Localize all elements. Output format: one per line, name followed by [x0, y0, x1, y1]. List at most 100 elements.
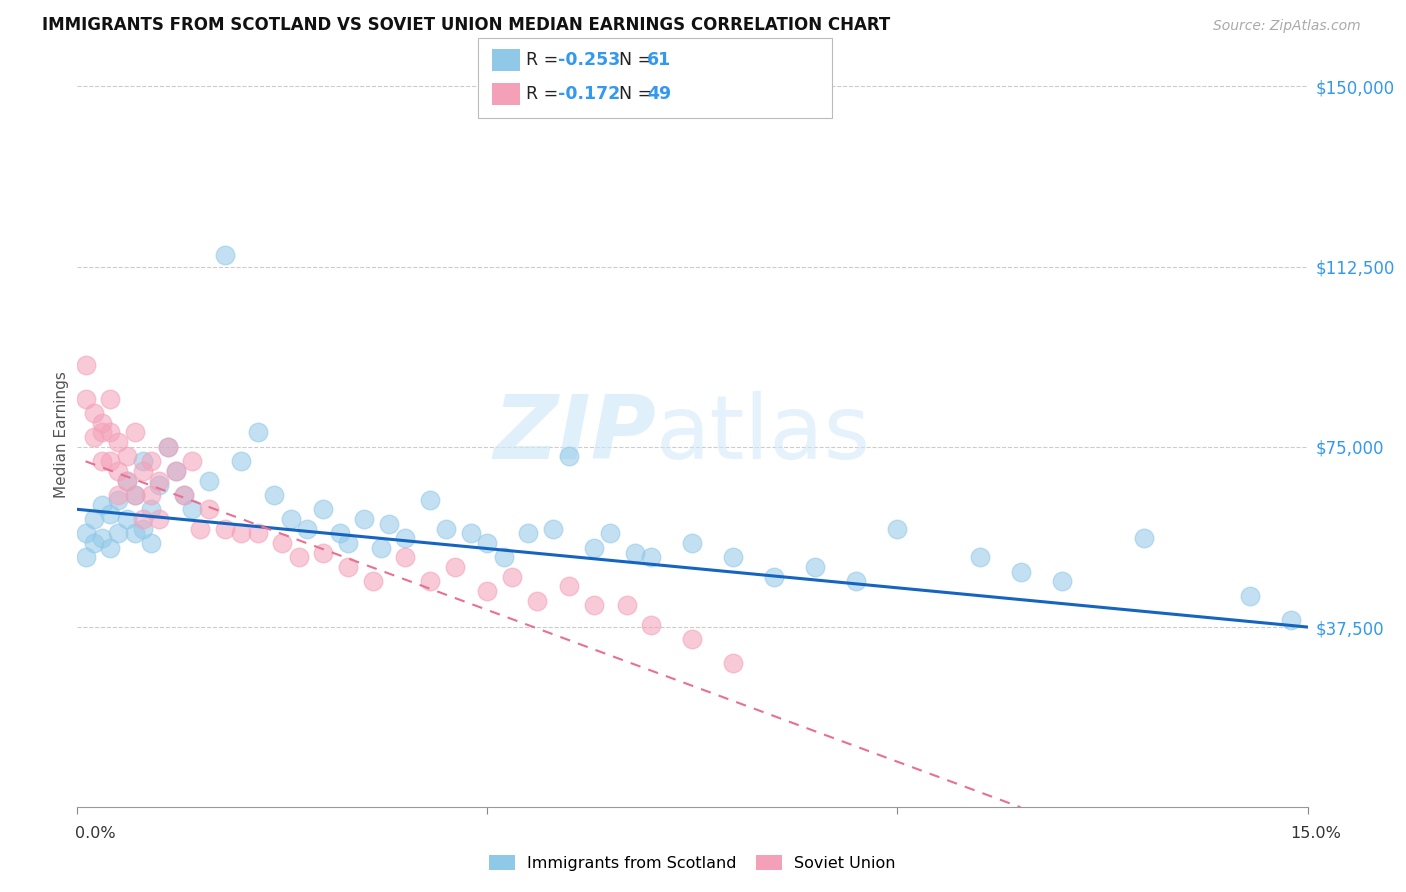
Point	[115, 474, 138, 488]
Text: 49: 49	[647, 85, 671, 103]
Point	[599, 526, 621, 541]
Point	[616, 599, 638, 613]
Point	[583, 599, 606, 613]
Point	[231, 454, 253, 468]
Point	[1050, 574, 1073, 589]
Point	[90, 531, 114, 545]
Point	[115, 512, 138, 526]
Point	[75, 526, 97, 541]
Point	[115, 474, 138, 488]
Point	[501, 569, 523, 583]
Point	[280, 512, 302, 526]
Point	[156, 440, 179, 454]
Point	[419, 492, 441, 507]
Point	[90, 454, 114, 468]
Point	[107, 526, 129, 541]
Point	[624, 545, 647, 559]
Text: 0.0%: 0.0%	[76, 827, 115, 841]
Point	[271, 536, 294, 550]
Text: 61: 61	[647, 51, 671, 70]
Point	[517, 526, 540, 541]
Point	[246, 526, 269, 541]
Point	[263, 488, 285, 502]
Point	[640, 617, 662, 632]
Point	[83, 536, 105, 550]
Point	[124, 488, 146, 502]
Y-axis label: Median Earnings: Median Earnings	[53, 371, 69, 499]
Point	[231, 526, 253, 541]
Point	[443, 560, 465, 574]
Point	[132, 522, 155, 536]
Point	[246, 425, 269, 440]
Point	[361, 574, 384, 589]
Point	[107, 435, 129, 450]
Point	[214, 247, 236, 261]
Point	[1239, 589, 1261, 603]
Point	[197, 474, 219, 488]
Point	[394, 550, 416, 565]
Point	[419, 574, 441, 589]
Point	[492, 550, 515, 565]
Point	[378, 516, 401, 531]
Point	[90, 425, 114, 440]
Point	[115, 450, 138, 464]
Point	[148, 478, 170, 492]
Point	[75, 550, 97, 565]
Point	[804, 560, 827, 574]
Text: N =: N =	[619, 51, 658, 70]
Point	[558, 579, 581, 593]
Point	[165, 464, 187, 478]
Point	[886, 522, 908, 536]
Point	[124, 488, 146, 502]
Point	[1279, 613, 1302, 627]
Point	[90, 498, 114, 512]
Point	[312, 545, 335, 559]
Point	[460, 526, 482, 541]
Point	[148, 474, 170, 488]
Text: R =: R =	[526, 85, 564, 103]
Text: Source: ZipAtlas.com: Source: ZipAtlas.com	[1213, 20, 1361, 33]
Point	[173, 488, 195, 502]
Point	[370, 541, 392, 555]
Text: 15.0%: 15.0%	[1291, 827, 1341, 841]
Point	[75, 358, 97, 372]
Point	[312, 502, 335, 516]
Legend: Immigrants from Scotland, Soviet Union: Immigrants from Scotland, Soviet Union	[482, 848, 903, 878]
Point	[156, 440, 179, 454]
Point	[141, 488, 163, 502]
Point	[98, 425, 121, 440]
Text: -0.253: -0.253	[558, 51, 620, 70]
Point	[436, 522, 458, 536]
Point	[723, 550, 745, 565]
Text: R =: R =	[526, 51, 564, 70]
Point	[845, 574, 868, 589]
Point	[98, 507, 121, 521]
Point	[107, 464, 129, 478]
Point	[141, 454, 163, 468]
Text: IMMIGRANTS FROM SCOTLAND VS SOVIET UNION MEDIAN EARNINGS CORRELATION CHART: IMMIGRANTS FROM SCOTLAND VS SOVIET UNION…	[42, 16, 890, 34]
Point	[173, 488, 195, 502]
Point	[148, 512, 170, 526]
Point	[98, 541, 121, 555]
Point	[640, 550, 662, 565]
Point	[83, 430, 105, 444]
Point	[682, 536, 704, 550]
Point	[132, 454, 155, 468]
Point	[353, 512, 375, 526]
Point	[141, 502, 163, 516]
Point	[1010, 565, 1032, 579]
Point	[181, 502, 204, 516]
Point	[75, 392, 97, 406]
Point	[541, 522, 564, 536]
Point	[83, 512, 105, 526]
Point	[337, 536, 360, 550]
Point	[124, 425, 146, 440]
Point	[723, 656, 745, 670]
Point	[197, 502, 219, 516]
Point	[1132, 531, 1154, 545]
Point	[90, 416, 114, 430]
Point	[98, 392, 121, 406]
Point	[107, 488, 129, 502]
Point	[132, 512, 155, 526]
Point	[558, 450, 581, 464]
